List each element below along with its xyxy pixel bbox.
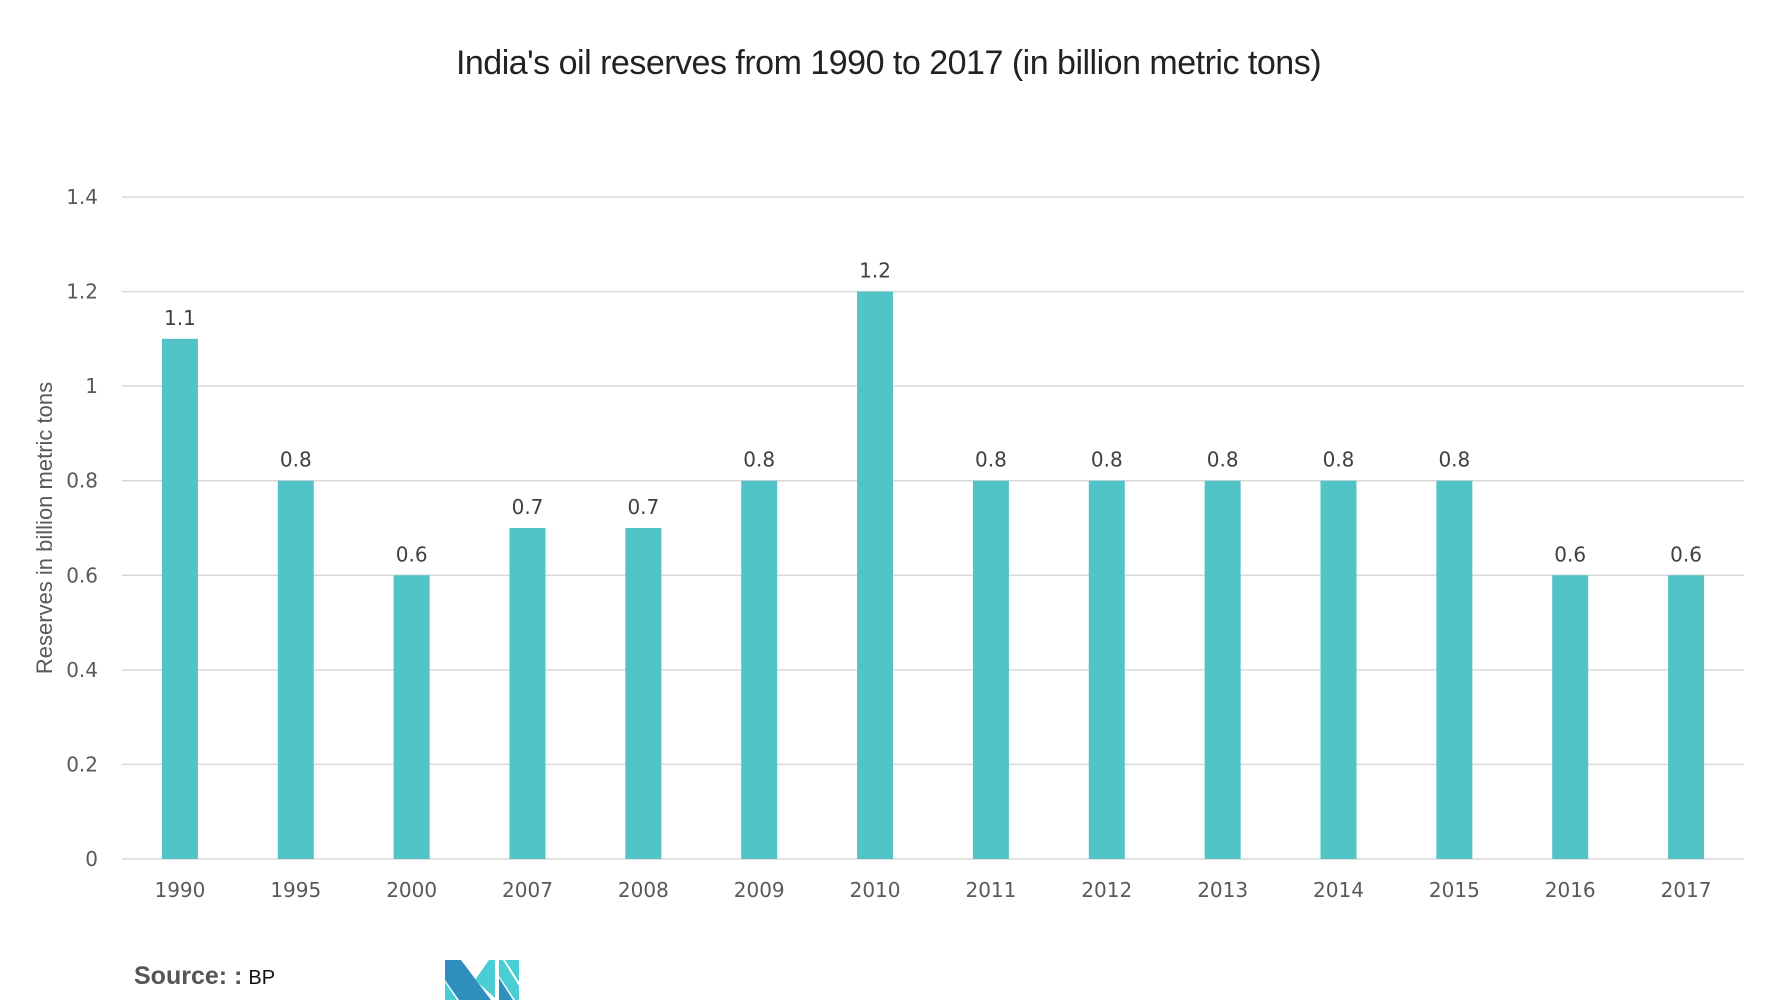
x-tick-label: 2017 [1661, 878, 1712, 902]
bar-1990 [161, 338, 198, 859]
x-axis-ticks: 1990 1995 2000 2007 2008 2009 2010 2011 2012 2013… [154, 878, 1711, 902]
bar-2011 [972, 480, 1009, 859]
x-tick-label: 1995 [270, 878, 321, 902]
bar-1995 [277, 480, 314, 859]
source-label: Source: : [134, 962, 243, 990]
x-tick-label: 2007 [502, 878, 553, 902]
data-labels: 1.1 0.8 0.6 0.7 0.7 0.8 1.2 0.8 0.8 0.8 0.8 0.8 0.6 0… [164, 259, 1702, 567]
y-tick-label: 0.4 [66, 658, 98, 682]
source-note: Source: : BP [134, 962, 275, 991]
data-label: 0.6 [396, 542, 428, 566]
brand-logo [445, 960, 519, 1000]
y-axis-ticks: 0 0.2 0.4 0.6 0.8 1 1.2 1.4 [66, 185, 98, 871]
bars [161, 291, 1705, 860]
y-tick-label: 0 [85, 847, 98, 871]
x-tick-label: 2016 [1545, 878, 1596, 902]
x-tick-label: 2000 [386, 878, 437, 902]
y-tick-label: 1 [85, 374, 98, 398]
bar-2010 [857, 291, 894, 860]
data-label: 0.6 [1554, 542, 1586, 566]
bar-2017 [1668, 575, 1705, 859]
bar-2012 [1088, 480, 1125, 859]
data-label: 0.8 [743, 448, 775, 472]
data-label: 0.6 [1670, 542, 1702, 566]
x-tick-label: 2012 [1081, 878, 1132, 902]
y-tick-label: 1.4 [66, 185, 98, 209]
bar-2014 [1320, 480, 1357, 859]
data-label: 0.7 [512, 495, 544, 519]
data-label: 0.8 [280, 448, 312, 472]
x-tick-label: 2009 [734, 878, 785, 902]
y-tick-label: 0.8 [66, 469, 98, 493]
data-label: 0.8 [1207, 448, 1239, 472]
bar-2013 [1204, 480, 1241, 859]
source-value: BP [248, 967, 276, 989]
data-label: 0.8 [975, 448, 1007, 472]
bar-2009 [741, 480, 778, 859]
y-axis-label: Reserves in billion metric tons [32, 382, 57, 674]
data-label: 0.8 [1323, 448, 1355, 472]
data-label: 0.8 [1091, 448, 1123, 472]
x-tick-label: 1990 [154, 878, 205, 902]
x-tick-label: 2008 [618, 878, 669, 902]
x-tick-label: 2010 [850, 878, 901, 902]
bar-2008 [625, 528, 662, 859]
bar-chart: 00.20.40.60.811.21.4 1.10.80.60.7 0.70.81… [32, 185, 1744, 902]
data-label: 1.2 [859, 259, 891, 283]
x-tick-label: 2011 [965, 878, 1016, 902]
chart-title: India's oil reserves from 1990 to 2017 (… [455, 44, 1322, 82]
bar-2015 [1436, 480, 1473, 859]
gridlines [122, 196, 1744, 860]
y-tick-label: 0.6 [66, 563, 98, 587]
y-tick-label: 1.2 [66, 280, 98, 304]
bar-2007 [509, 528, 546, 859]
data-label: 0.7 [627, 495, 659, 519]
x-tick-label: 2014 [1313, 878, 1364, 902]
bar-2000 [393, 575, 430, 859]
x-tick-label: 2015 [1429, 878, 1480, 902]
x-tick-label: 2013 [1197, 878, 1248, 902]
y-tick-label: 0.2 [66, 752, 98, 776]
data-label: 1.1 [164, 306, 196, 330]
bar-2016 [1552, 575, 1589, 859]
data-label: 0.8 [1438, 448, 1470, 472]
